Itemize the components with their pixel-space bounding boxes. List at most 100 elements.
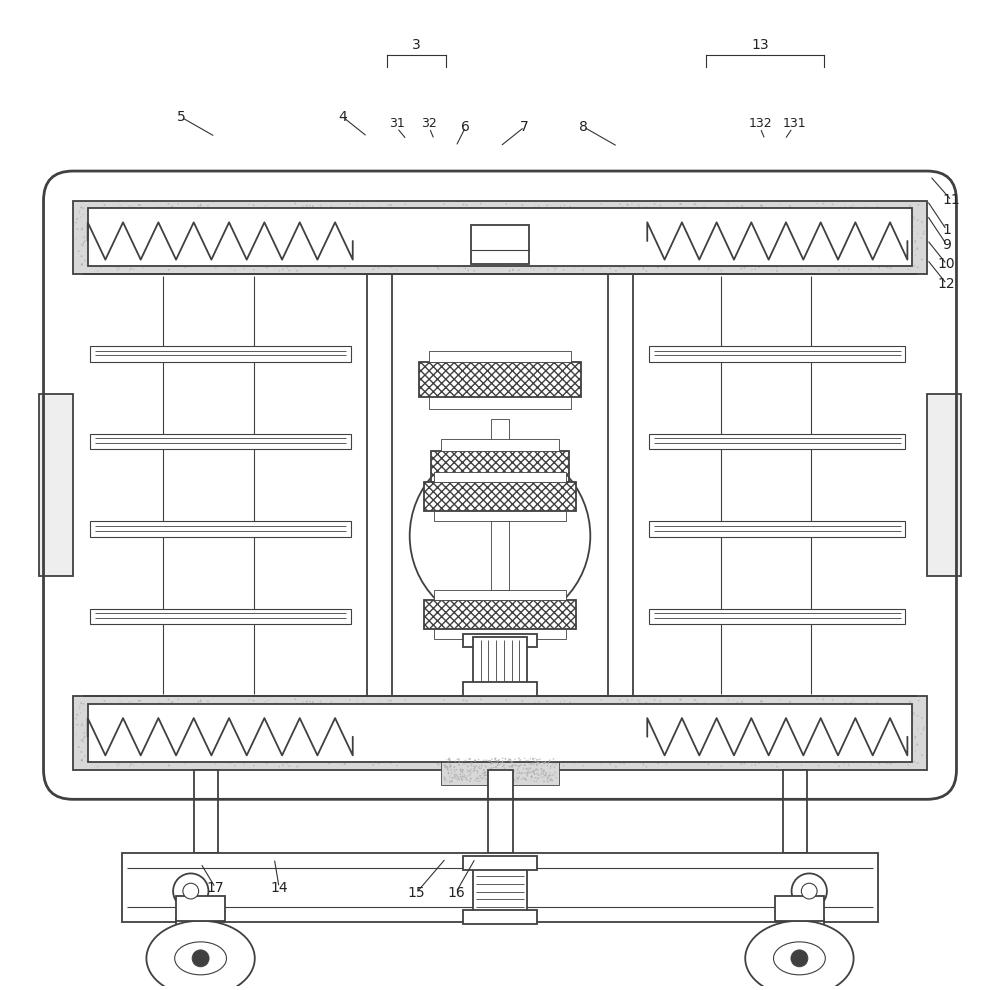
Point bbox=[211, 206, 227, 222]
Point bbox=[571, 211, 587, 227]
Point bbox=[815, 231, 831, 247]
Point bbox=[180, 699, 196, 715]
Point bbox=[660, 699, 676, 715]
Point bbox=[780, 234, 796, 249]
Point bbox=[528, 754, 544, 770]
Point bbox=[799, 724, 815, 740]
Text: 132: 132 bbox=[748, 118, 772, 131]
Point bbox=[296, 740, 312, 755]
Point bbox=[844, 229, 860, 245]
Point bbox=[819, 225, 835, 241]
Point bbox=[308, 738, 324, 753]
Point bbox=[593, 226, 609, 242]
Point bbox=[129, 249, 145, 265]
Point bbox=[416, 737, 432, 752]
Point bbox=[484, 755, 500, 771]
Point bbox=[422, 742, 438, 758]
Point bbox=[208, 229, 224, 245]
Point bbox=[541, 772, 557, 788]
Point bbox=[299, 256, 315, 272]
Point bbox=[493, 766, 509, 782]
Point bbox=[457, 704, 473, 720]
Point bbox=[761, 251, 777, 267]
Point bbox=[112, 746, 128, 762]
Point bbox=[664, 739, 680, 754]
Point bbox=[723, 257, 739, 273]
Point bbox=[88, 701, 104, 717]
Point bbox=[820, 203, 836, 219]
Point bbox=[199, 203, 215, 219]
Point bbox=[522, 697, 538, 713]
Point bbox=[522, 750, 538, 766]
Point bbox=[541, 753, 557, 769]
Point bbox=[337, 756, 353, 772]
Point bbox=[453, 770, 469, 786]
Point bbox=[435, 209, 451, 225]
Point bbox=[451, 754, 467, 770]
Point bbox=[904, 702, 920, 718]
Point bbox=[112, 250, 128, 266]
Point bbox=[605, 721, 621, 737]
Point bbox=[537, 244, 553, 259]
Point bbox=[330, 730, 346, 745]
Point bbox=[573, 251, 589, 267]
Point bbox=[500, 738, 516, 753]
Point bbox=[780, 741, 796, 756]
Point bbox=[128, 754, 144, 770]
Point bbox=[493, 721, 509, 737]
Point bbox=[546, 259, 562, 275]
Point bbox=[167, 258, 183, 274]
Point bbox=[753, 728, 769, 743]
Point bbox=[280, 258, 296, 274]
Point bbox=[416, 238, 432, 253]
Point bbox=[504, 712, 520, 728]
Point bbox=[886, 218, 902, 234]
Point bbox=[220, 704, 236, 720]
Point bbox=[397, 227, 413, 243]
Point bbox=[300, 253, 316, 269]
Point bbox=[611, 252, 627, 268]
Point bbox=[488, 200, 504, 216]
Point bbox=[98, 241, 114, 256]
Point bbox=[659, 239, 675, 254]
Point bbox=[593, 722, 609, 738]
Point bbox=[718, 723, 734, 739]
Point bbox=[117, 696, 133, 712]
Point bbox=[77, 252, 93, 268]
Point bbox=[423, 244, 439, 259]
Point bbox=[518, 772, 534, 788]
Point bbox=[306, 734, 322, 749]
Point bbox=[661, 256, 677, 272]
Point bbox=[118, 751, 134, 767]
Point bbox=[360, 205, 376, 221]
Point bbox=[822, 220, 838, 236]
Point bbox=[106, 742, 122, 757]
Point bbox=[774, 726, 790, 742]
Point bbox=[436, 692, 452, 708]
Point bbox=[118, 747, 134, 763]
Point bbox=[322, 258, 338, 274]
Point bbox=[747, 241, 763, 256]
Point bbox=[460, 262, 476, 278]
Point bbox=[753, 740, 769, 755]
Point bbox=[393, 725, 409, 741]
Point bbox=[605, 237, 621, 252]
Point bbox=[457, 221, 473, 237]
Point bbox=[554, 728, 570, 743]
Point bbox=[687, 692, 703, 708]
Point bbox=[725, 698, 741, 714]
Point bbox=[625, 700, 641, 716]
Point bbox=[788, 256, 804, 272]
Point bbox=[176, 246, 192, 261]
Point bbox=[748, 242, 764, 257]
Point bbox=[864, 743, 880, 759]
Point bbox=[220, 229, 236, 245]
Bar bbox=[488, 770, 513, 853]
Point bbox=[575, 749, 591, 765]
Point bbox=[422, 745, 438, 761]
Point bbox=[113, 701, 129, 717]
Point bbox=[614, 699, 630, 715]
Point bbox=[408, 241, 424, 256]
Bar bbox=[927, 394, 961, 576]
Point bbox=[387, 222, 403, 238]
